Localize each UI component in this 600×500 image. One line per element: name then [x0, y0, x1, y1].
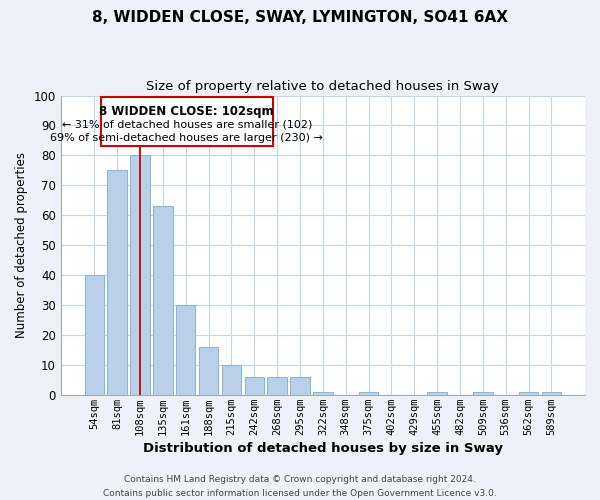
Bar [199, 347, 218, 395]
Bar [473, 392, 493, 395]
Bar [153, 206, 173, 395]
Y-axis label: Number of detached properties: Number of detached properties [15, 152, 28, 338]
Bar [519, 392, 538, 395]
Bar [245, 377, 264, 395]
Bar [130, 156, 149, 395]
Bar [359, 392, 378, 395]
Text: 8, WIDDEN CLOSE, SWAY, LYMINGTON, SO41 6AX: 8, WIDDEN CLOSE, SWAY, LYMINGTON, SO41 6… [92, 10, 508, 25]
Bar [85, 275, 104, 395]
Bar [313, 392, 332, 395]
Title: Size of property relative to detached houses in Sway: Size of property relative to detached ho… [146, 80, 499, 93]
Bar [427, 392, 447, 395]
X-axis label: Distribution of detached houses by size in Sway: Distribution of detached houses by size … [143, 442, 503, 455]
Bar [542, 392, 561, 395]
Bar [268, 377, 287, 395]
Text: Contains HM Land Registry data © Crown copyright and database right 2024.
Contai: Contains HM Land Registry data © Crown c… [103, 476, 497, 498]
Bar [290, 377, 310, 395]
Bar [107, 170, 127, 395]
Text: ← 31% of detached houses are smaller (102): ← 31% of detached houses are smaller (10… [62, 120, 312, 130]
Bar [221, 365, 241, 395]
Text: 69% of semi-detached houses are larger (230) →: 69% of semi-detached houses are larger (… [50, 133, 323, 143]
Bar [176, 305, 196, 395]
FancyBboxPatch shape [101, 97, 272, 146]
Text: 8 WIDDEN CLOSE: 102sqm: 8 WIDDEN CLOSE: 102sqm [100, 104, 274, 118]
